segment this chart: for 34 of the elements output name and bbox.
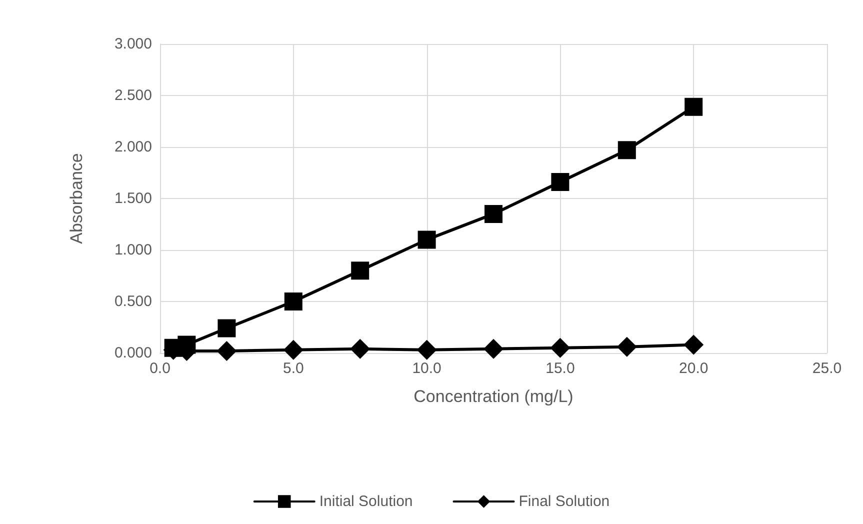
x-tick-label: 0.0 [150,360,170,377]
point [218,319,236,338]
point [616,336,637,357]
x-axis-title: Concentration (mg/L) [414,387,574,406]
y-tick-label: 2.500 [114,87,152,104]
legend-label: Initial Solution [319,493,413,510]
point [484,204,502,223]
y-tick-label: 1.000 [114,242,152,258]
y-tick-label: 0.500 [114,293,152,310]
x-tick-label: 20.0 [679,360,708,377]
point [418,230,436,249]
x-tick-label: 10.0 [412,360,442,377]
point [618,141,636,160]
point [283,340,304,360]
point [416,340,437,360]
point [216,340,237,361]
point [351,262,370,280]
point [551,173,570,192]
point [684,334,704,355]
point [350,338,370,359]
x-tick-label: 5.0 [282,360,304,377]
x-tick-label: 15.0 [546,360,575,377]
point [178,336,196,354]
y-tick-label: 3.000 [114,36,152,52]
x-tick-label: 25.0 [812,360,842,377]
point [684,98,703,116]
y-tick-label: 0.000 [114,344,152,362]
point [284,292,302,310]
legend-label: Final Solution [518,493,610,510]
y-tick-label: 2.000 [114,138,152,156]
y-tick-label: 1.500 [114,190,152,207]
y-axis-title: Absorbance [67,153,86,244]
point [484,338,504,359]
point [550,338,570,358]
